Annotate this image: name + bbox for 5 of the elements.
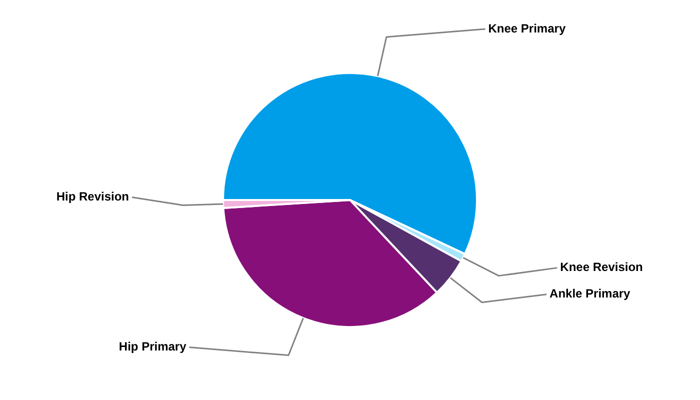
slice-label: Knee Revision xyxy=(560,260,643,274)
slice-label: Knee Primary xyxy=(488,21,566,36)
slice-label: Hip Primary xyxy=(118,340,187,354)
slice-label: Ankle Primary xyxy=(550,286,631,301)
slice-label: Hip Revision xyxy=(56,190,130,204)
